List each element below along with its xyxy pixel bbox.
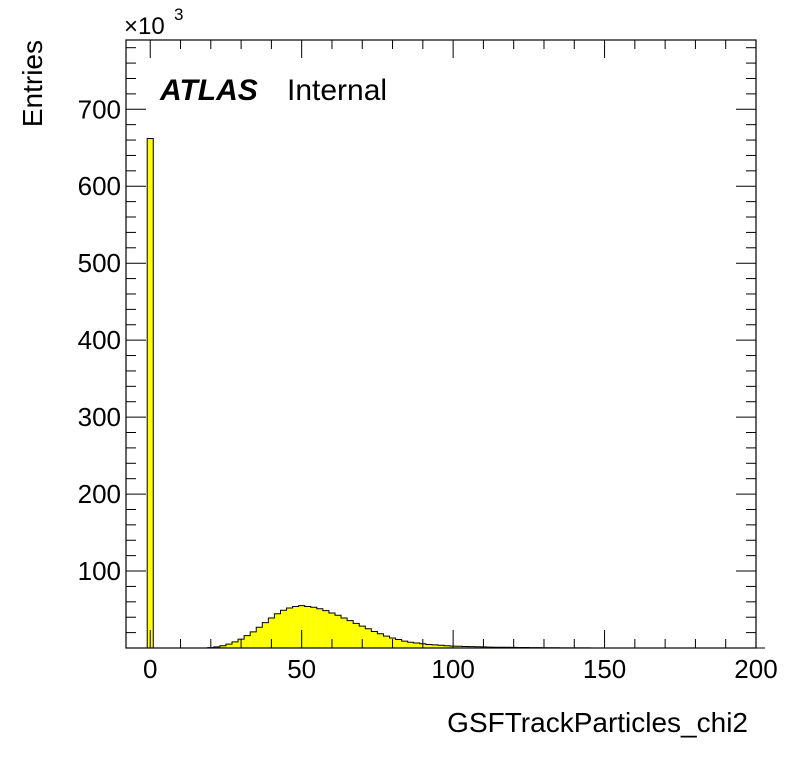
y-tick-label: 100 — [78, 556, 121, 586]
histogram-bar — [359, 626, 366, 648]
histogram-bar — [407, 642, 414, 648]
y-axis-title: Entries — [17, 40, 48, 127]
y-tick-label: 600 — [78, 171, 121, 201]
y-tick-label: 700 — [78, 94, 121, 124]
x-tick-labels: 0 50 100 150 200 — [143, 654, 778, 684]
histogram-bar — [280, 610, 287, 648]
histogram-bar — [425, 644, 432, 648]
axis-ticks — [126, 40, 757, 648]
histogram-bar — [322, 610, 329, 648]
histogram-bar — [353, 623, 360, 648]
x-tick-label: 0 — [143, 654, 157, 684]
histogram-bar — [292, 606, 299, 648]
y-tick-label: 200 — [78, 479, 121, 509]
y-multiplier-exponent: 3 — [174, 5, 183, 24]
histogram-bar — [468, 646, 475, 648]
histogram-bar — [431, 644, 438, 648]
histogram-bar — [347, 620, 354, 648]
x-tick-label: 50 — [287, 654, 316, 684]
histogram-bar — [377, 633, 384, 648]
x-axis-title: GSFTrackParticles_chi2 — [447, 707, 748, 738]
histogram-bar — [262, 622, 269, 648]
histogram-bar — [371, 631, 378, 648]
histogram-bar — [250, 631, 257, 648]
y-tick-labels: 100 200 300 400 500 600 700 — [78, 94, 121, 586]
histogram-bar — [244, 635, 251, 648]
histogram-bar — [328, 612, 335, 648]
histogram-bar — [298, 605, 305, 648]
histogram-bar — [232, 641, 239, 648]
histogram-bar — [395, 639, 402, 648]
histogram-bar — [225, 644, 233, 648]
histogram-bar — [456, 646, 463, 648]
plot-frame — [125, 39, 757, 649]
histogram-bar — [147, 138, 154, 648]
histogram-bar — [286, 607, 293, 648]
histogram-bar — [334, 615, 342, 648]
y-tick-label: 400 — [78, 325, 121, 355]
histogram-bar — [268, 617, 275, 648]
histogram-bar — [274, 613, 281, 648]
atlas-label: ATLAS — [159, 74, 258, 107]
histogram-bar — [383, 636, 390, 648]
histogram-bar — [316, 608, 323, 648]
x-tick-label: 100 — [431, 654, 474, 684]
histogram-bar — [462, 646, 469, 648]
histogram-bar — [401, 641, 408, 648]
y-tick-label: 300 — [78, 402, 121, 432]
histogram-bar — [256, 627, 263, 648]
histogram-bar — [444, 645, 451, 648]
histogram-bar — [413, 642, 420, 648]
histogram-bar — [304, 606, 311, 648]
internal-label: Internal — [287, 74, 387, 107]
histogram-bar — [474, 646, 481, 648]
histogram-bars — [147, 138, 590, 648]
histogram-bar — [341, 617, 348, 648]
histogram-outline — [146, 138, 766, 649]
histogram-bar — [219, 645, 226, 648]
y-tick-label: 500 — [78, 248, 121, 278]
histogram-bar — [437, 645, 445, 648]
y-multiplier-base: ×10 — [124, 13, 165, 40]
histogram-bar — [310, 607, 317, 648]
x-tick-label: 200 — [734, 654, 777, 684]
histogram-bar — [365, 628, 372, 648]
x-tick-label: 150 — [583, 654, 626, 684]
